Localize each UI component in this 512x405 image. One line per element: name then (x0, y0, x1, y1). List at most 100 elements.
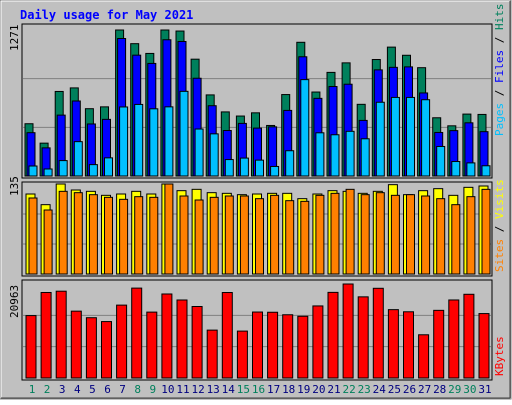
sites-bar (73, 192, 83, 275)
sites-bar (285, 200, 295, 275)
kbytes-bar (433, 309, 445, 379)
kbytes-bar (146, 311, 158, 379)
sites-bar (88, 194, 98, 275)
sites-bar (255, 198, 264, 275)
kbytes-bar (55, 290, 67, 379)
pages-bar (421, 99, 431, 177)
sites-bar (209, 196, 219, 275)
day-label: 22 (342, 383, 355, 396)
pages-bar (300, 79, 310, 177)
day-label: 15 (237, 383, 250, 396)
legend-pages: Pages (493, 103, 506, 136)
pages-bar (285, 150, 295, 177)
day-label: 4 (74, 383, 81, 396)
pages-bar (406, 96, 415, 177)
day-label: 24 (373, 383, 387, 396)
kbytes-bar (252, 311, 263, 379)
kbytes-bar (357, 296, 369, 379)
visits-panel-legend: Sites / Visits (493, 179, 506, 272)
day-label: 5 (89, 383, 96, 396)
kbytes-bar (478, 313, 490, 379)
day-label: 11 (176, 383, 189, 396)
sites-bar (345, 188, 355, 275)
pages-bar (209, 133, 219, 177)
day-label: 1 (29, 383, 36, 396)
kbytes-bar (176, 299, 188, 379)
pages-bar (224, 159, 234, 177)
sites-bar (164, 183, 174, 275)
kbytes-bar (116, 304, 128, 379)
day-label: 2 (44, 383, 51, 396)
kbytes-bar (312, 305, 324, 379)
pages-bar (375, 101, 385, 177)
kbytes-bar (40, 291, 52, 379)
pages-bar (255, 159, 264, 177)
legend-kbytes: KBytes (493, 336, 506, 376)
day-label: 7 (119, 383, 126, 396)
legend-files: Files (493, 50, 506, 83)
day-label: 20 (312, 383, 325, 396)
sites-bar (451, 204, 461, 275)
kbytes-bar (25, 315, 37, 379)
hits-panel-legend: Pages / Files / Hits (493, 4, 506, 137)
day-label: 18 (282, 383, 295, 396)
day-label: 31 (478, 383, 491, 396)
day-label: 28 (433, 383, 446, 396)
pages-bar (270, 165, 280, 177)
sites-bar (28, 197, 38, 275)
day-label: 29 (448, 383, 461, 396)
sites-bar (481, 188, 491, 275)
sites-bar (104, 196, 113, 275)
sites-bar (421, 195, 431, 275)
chart-marks: 1 2 3 4 5 6 7 8 9 10 11 12 13 14 15 16 17 18 19 20 21 22 23 24 2… (23, 29, 492, 396)
kbytes-bar (101, 321, 112, 379)
sites-bar (239, 195, 249, 275)
sites-bar (149, 196, 159, 275)
pages-bar (360, 138, 370, 177)
pages-bar (73, 141, 83, 177)
kbytes-bar (463, 293, 475, 379)
day-label: 19 (297, 383, 310, 396)
kbytes-panel-legend: KBytes (493, 336, 506, 376)
sites-bar (134, 196, 144, 275)
kbytes-bar (206, 329, 218, 379)
sites-bar (119, 198, 129, 275)
kbytes-bar (418, 334, 430, 379)
day-label: 3 (59, 383, 66, 396)
kbytes-bar (342, 283, 354, 379)
kbytes-bar (85, 317, 97, 379)
day-label: 13 (207, 383, 220, 396)
day-label: 9 (149, 383, 156, 396)
kbytes-bar (448, 299, 460, 379)
sites-bar (58, 190, 68, 275)
pages-bar (88, 164, 98, 177)
legend-separator: / (493, 219, 506, 239)
day-label: 14 (222, 383, 236, 396)
pages-bar (481, 165, 491, 177)
pages-bar (390, 96, 400, 177)
sites-bar (270, 194, 280, 275)
kbytes-bar (267, 311, 279, 379)
kbytes-bar (297, 315, 309, 379)
day-label: 27 (418, 383, 431, 396)
sites-bar (194, 199, 204, 275)
day-label: 17 (267, 383, 280, 396)
day-label: 25 (388, 383, 401, 396)
day-label: 8 (134, 383, 141, 396)
sites-bar (43, 209, 53, 275)
sites-bar (315, 194, 325, 275)
legend-separator: / (493, 83, 506, 103)
pages-bar (315, 132, 325, 177)
kbytes-bar (221, 292, 233, 379)
sites-bar (406, 194, 415, 275)
kbytes-bar (131, 287, 143, 379)
kbytes-bar (387, 309, 399, 379)
kbytes-bar (161, 293, 173, 379)
kbytes-bar (327, 291, 339, 379)
sites-bar (360, 194, 370, 275)
sites-bar (466, 196, 476, 275)
pages-bar (28, 165, 38, 177)
legend-visits: Visits (493, 179, 506, 219)
pages-bar (330, 134, 340, 177)
sites-bar (179, 195, 189, 275)
